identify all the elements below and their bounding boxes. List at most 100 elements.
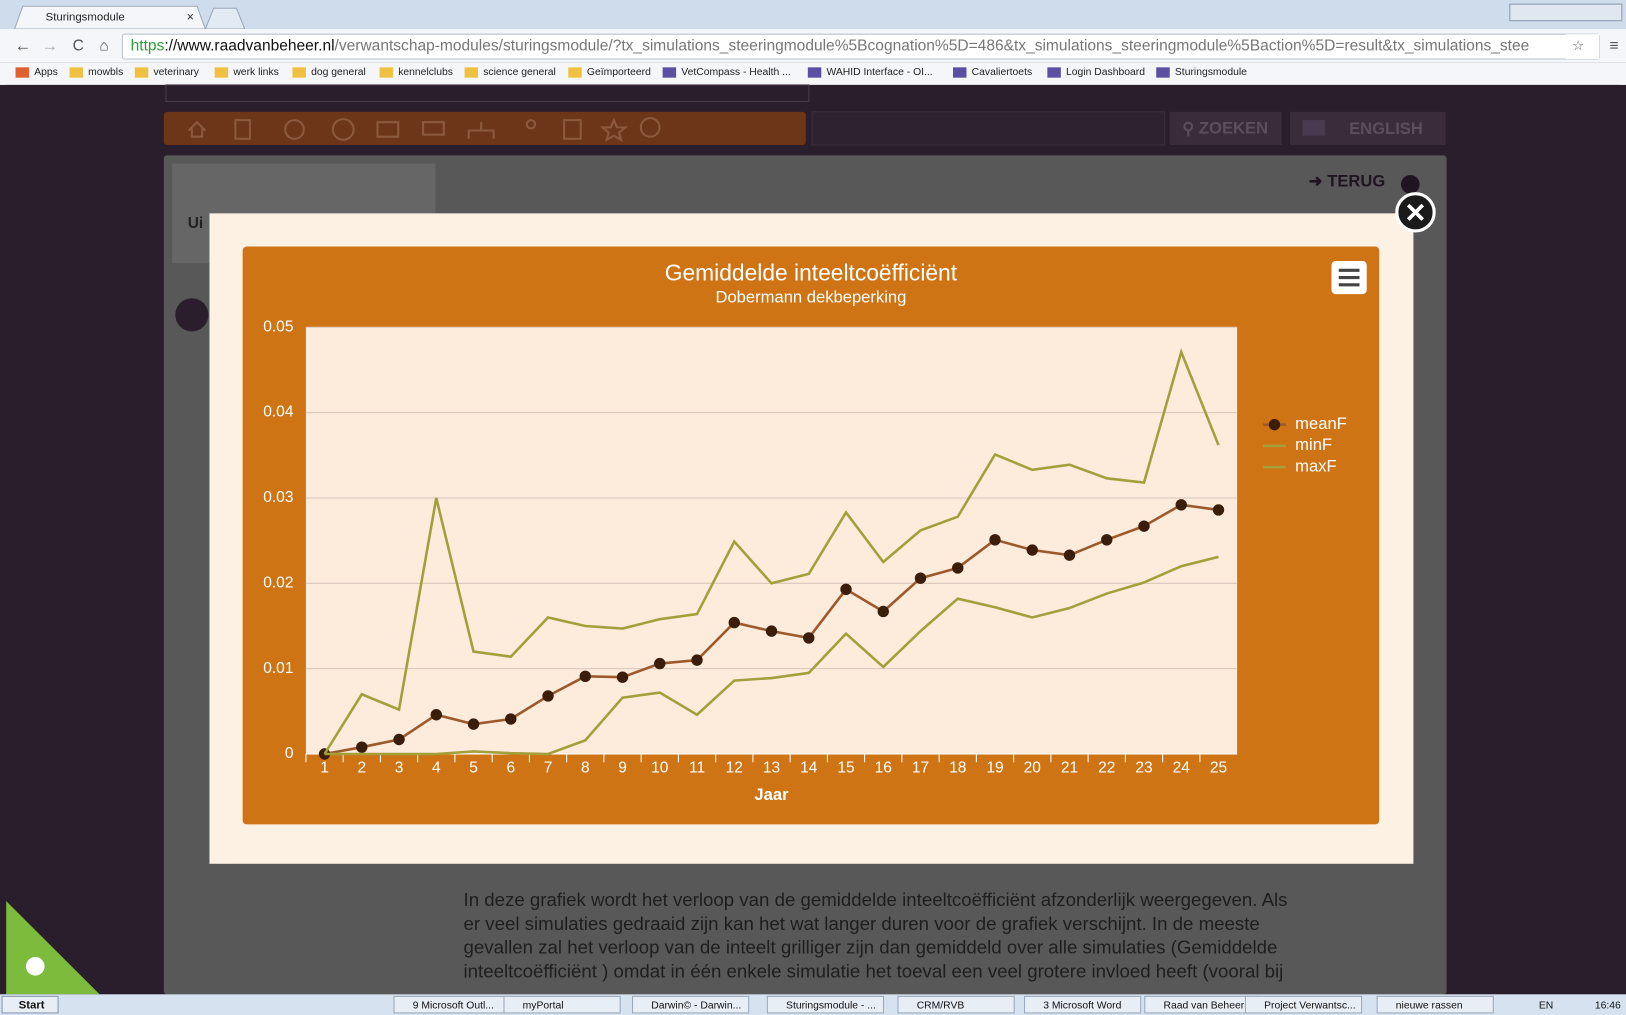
plot-area xyxy=(305,327,1238,754)
bookmark[interactable]: Apps xyxy=(34,67,58,78)
marker xyxy=(1063,549,1076,561)
nav-icons[interactable] xyxy=(187,117,661,142)
url-path: /verwantschap-modules/sturingsmodule/?tx… xyxy=(335,38,1530,55)
taskbar-item[interactable] xyxy=(632,995,750,1014)
bookmark-icon[interactable] xyxy=(214,67,229,78)
marker xyxy=(430,709,442,721)
taskbar-item-label: nieuwe rassen xyxy=(1396,1000,1463,1011)
y-tick-label: 0.01 xyxy=(263,660,293,677)
back-link[interactable]: ➜ TERUG xyxy=(1309,172,1386,191)
marker xyxy=(356,741,368,753)
paragraph-line: inteeltcoëfficiënt ) omdat in één enkele… xyxy=(464,960,1284,981)
nav-tabs xyxy=(165,84,810,103)
twitter-icon[interactable] xyxy=(175,298,209,332)
chart-menu-icon xyxy=(1338,268,1360,287)
bookmark-icon[interactable] xyxy=(1156,67,1170,78)
home-button[interactable]: ⌂ xyxy=(100,38,109,55)
bookmark[interactable]: Cavaliertoets xyxy=(972,67,1033,78)
bookmark-icon[interactable] xyxy=(464,67,479,78)
bookmark[interactable]: mowbls xyxy=(88,67,123,78)
bookmark-icon[interactable] xyxy=(379,67,394,78)
bookmark[interactable]: dog general xyxy=(311,67,366,78)
share-icon[interactable] xyxy=(1400,175,1420,194)
paragraph-line: gevallen zal het verloop van de inteelt … xyxy=(464,937,1278,958)
bookmark[interactable]: Geïmporteerd xyxy=(587,67,651,78)
series-line xyxy=(323,348,1220,755)
taskbar-item[interactable] xyxy=(1244,995,1363,1014)
marker xyxy=(505,713,517,725)
search-text: ZOEKEN xyxy=(1199,119,1268,138)
forward-button[interactable]: → xyxy=(41,36,58,55)
x-tick-label: 6 xyxy=(506,760,515,777)
taskbar-item-label: 9 Microsoft Outl... xyxy=(413,1000,494,1011)
legend-label[interactable]: minF xyxy=(1295,435,1332,454)
taskbar-item[interactable] xyxy=(897,995,1015,1014)
taskbar-language: EN xyxy=(1539,1000,1553,1011)
reload-button[interactable]: C xyxy=(73,38,84,55)
bookmark-icon[interactable] xyxy=(69,67,83,78)
window-controls[interactable] xyxy=(1509,3,1623,22)
start-label: Start xyxy=(19,1000,45,1012)
bookmark[interactable]: WAHID Interface - OI... xyxy=(826,67,932,78)
taskbar-item[interactable] xyxy=(1024,995,1142,1014)
start-button[interactable] xyxy=(1,995,59,1014)
x-tick-label: 4 xyxy=(432,760,441,777)
menu-button[interactable]: ≡ xyxy=(1609,38,1618,55)
bookmark-icon[interactable] xyxy=(292,67,306,78)
language-label: ENGLISH xyxy=(1349,119,1423,138)
bookmark-icon[interactable] xyxy=(952,67,967,78)
x-tick-label: 18 xyxy=(949,760,966,777)
x-tick-label: 16 xyxy=(875,760,892,777)
marker xyxy=(1175,499,1187,511)
back-button[interactable]: ← xyxy=(15,36,32,55)
taskbar-item-label: Darwin© - Darwin... xyxy=(651,1000,741,1011)
bookmark-icon[interactable] xyxy=(568,67,582,78)
y-tick-label: 0.05 xyxy=(263,318,293,335)
bookmark[interactable]: science general xyxy=(483,67,556,78)
y-tick-label: 0.03 xyxy=(263,489,293,506)
bookmark[interactable]: kennelclubs xyxy=(398,67,453,78)
taskbar-item-label: CRM/RVB xyxy=(917,1000,965,1011)
bookmark-icon[interactable] xyxy=(134,67,149,78)
url-icons[interactable] xyxy=(1565,34,1600,60)
bookmark[interactable]: Sturingsmodule xyxy=(1175,67,1247,78)
taskbar-item[interactable] xyxy=(766,995,885,1014)
paragraph-line: In deze grafiek wordt het verloop van de… xyxy=(464,889,1288,910)
paragraph-line: er veel simulaties gedraaid zijn kan het… xyxy=(464,913,1260,934)
legend-label[interactable]: meanF xyxy=(1295,414,1347,433)
marker xyxy=(765,625,778,637)
chart-subtitle: Dobermann dekbeperking xyxy=(715,288,906,307)
x-tick-label: 5 xyxy=(469,760,478,777)
x-tick-label: 17 xyxy=(912,760,929,777)
marker xyxy=(989,534,1001,546)
search-input[interactable] xyxy=(811,111,1166,146)
x-tick-label: 9 xyxy=(618,760,627,777)
taskbar-item[interactable] xyxy=(503,995,621,1014)
x-tick-label: 12 xyxy=(726,760,743,777)
bookmark[interactable]: Login Dashboard xyxy=(1066,67,1145,78)
search-button[interactable] xyxy=(1169,111,1282,145)
tab-close[interactable]: × xyxy=(187,10,194,24)
taskbar-item[interactable] xyxy=(1376,995,1494,1014)
x-tick-label: 23 xyxy=(1135,760,1152,777)
bookmark[interactable]: werk links xyxy=(232,67,279,78)
bookmark-icon[interactable] xyxy=(1047,67,1061,78)
marker xyxy=(393,733,405,746)
y-tick-label: 0.04 xyxy=(263,404,294,421)
legend-label[interactable]: maxF xyxy=(1295,456,1336,475)
marker xyxy=(616,671,629,683)
bookmark-icon[interactable] xyxy=(662,67,677,78)
x-tick-label: 7 xyxy=(544,760,553,777)
close-x xyxy=(1406,203,1425,221)
bookmark-icon[interactable] xyxy=(807,67,822,78)
settings-icon xyxy=(25,957,45,976)
star[interactable]: ☆ xyxy=(1572,38,1584,53)
x-tick-label: 25 xyxy=(1210,760,1227,777)
x-tick-label: 2 xyxy=(357,760,366,777)
bookmark-icon[interactable] xyxy=(15,67,30,78)
bookmark[interactable]: veterinary xyxy=(153,67,199,78)
bookmark[interactable]: VetCompass - Health ... xyxy=(681,67,790,78)
x-tick-label: 3 xyxy=(395,760,404,777)
